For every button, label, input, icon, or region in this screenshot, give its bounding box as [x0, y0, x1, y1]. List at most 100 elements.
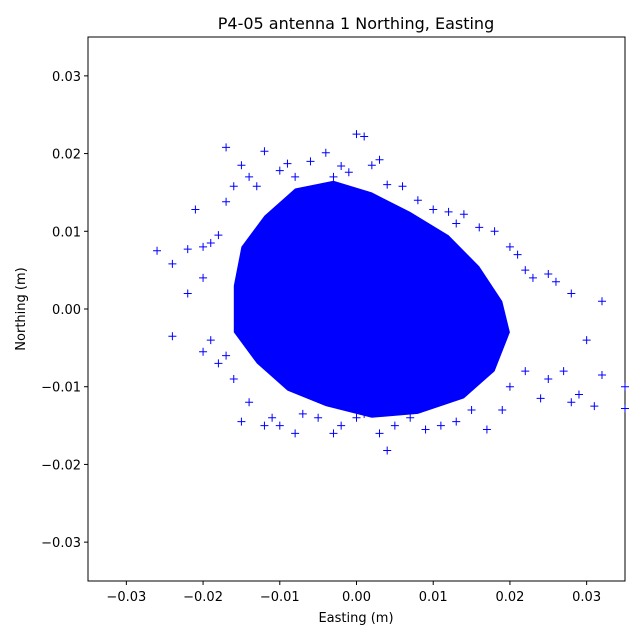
x-tick-label: 0.00 — [342, 590, 371, 605]
data-point — [360, 409, 369, 418]
data-point — [245, 172, 254, 181]
data-point — [237, 161, 246, 170]
data-point — [621, 404, 629, 413]
data-point — [298, 409, 307, 418]
point-cloud-core — [233, 180, 510, 418]
data-point — [444, 207, 453, 216]
x-tick-label: 0.03 — [572, 590, 601, 605]
data-point — [467, 406, 476, 415]
data-point — [459, 210, 468, 219]
data-point — [590, 402, 599, 411]
data-point — [199, 273, 208, 282]
data-point — [352, 413, 361, 422]
data-point — [268, 413, 277, 422]
y-tick-label: −0.01 — [41, 381, 81, 396]
data-point — [337, 421, 346, 430]
data-point — [621, 382, 629, 391]
data-point — [383, 446, 392, 455]
data-point — [544, 374, 553, 383]
data-point — [283, 159, 292, 168]
data-point — [521, 266, 530, 275]
data-point — [291, 172, 300, 181]
data-point — [482, 425, 491, 434]
data-point — [314, 413, 323, 422]
data-point — [421, 425, 430, 434]
chart-title: P4-05 antenna 1 Northing, Easting — [218, 14, 494, 33]
data-point — [498, 406, 507, 415]
data-point — [429, 205, 438, 214]
data-point — [505, 242, 514, 251]
x-tick-label: 0.01 — [419, 590, 448, 605]
data-point — [452, 417, 461, 426]
data-point — [222, 351, 231, 360]
data-point — [375, 155, 384, 164]
data-point — [567, 289, 576, 298]
data-point — [551, 277, 560, 286]
data-point — [567, 398, 576, 407]
data-point — [559, 367, 568, 376]
data-point — [344, 168, 353, 177]
data-point — [222, 143, 231, 152]
data-point — [513, 250, 522, 259]
data-point — [168, 259, 177, 268]
data-point — [398, 182, 407, 191]
data-point — [337, 162, 346, 171]
data-point — [352, 130, 361, 139]
data-point — [260, 421, 269, 430]
data-point — [375, 429, 384, 438]
axis-ticks: −0.03 −0.02 −0.01 0.00 0.01 0.02 0.03 −0.03 −0.0… — [41, 70, 601, 605]
data-point — [306, 157, 315, 166]
data-point — [229, 374, 238, 383]
data-point — [321, 148, 330, 157]
data-point — [199, 347, 208, 356]
data-point — [275, 421, 284, 430]
data-point — [544, 270, 553, 279]
data-point — [452, 219, 461, 228]
data-point — [521, 367, 530, 376]
data-point — [183, 245, 192, 254]
data-point — [153, 246, 162, 255]
data-point — [329, 172, 338, 181]
data-point — [383, 180, 392, 189]
data-point — [360, 132, 369, 141]
data-point — [329, 429, 338, 438]
data-point — [260, 147, 269, 156]
x-tick-label: −0.03 — [106, 590, 146, 605]
data-points — [153, 130, 629, 455]
y-tick-label: −0.02 — [41, 458, 81, 473]
data-point — [206, 336, 215, 345]
data-point — [275, 166, 284, 175]
data-point — [436, 421, 445, 430]
data-point — [597, 371, 606, 380]
y-tick-label: 0.00 — [52, 303, 81, 318]
data-point — [528, 273, 537, 282]
data-point — [597, 297, 606, 306]
data-point — [168, 332, 177, 341]
data-point — [214, 231, 223, 240]
dense-point-cloud — [233, 180, 510, 418]
data-point — [475, 223, 484, 232]
y-tick-label: 0.02 — [52, 148, 81, 163]
data-point — [245, 398, 254, 407]
data-point — [214, 359, 223, 368]
x-tick-label: −0.02 — [183, 590, 223, 605]
data-point — [237, 417, 246, 426]
x-tick-label: −0.01 — [260, 590, 300, 605]
x-tick-label: 0.02 — [495, 590, 524, 605]
y-tick-label: 0.03 — [52, 70, 81, 85]
y-axis-label: Northing (m) — [14, 267, 29, 350]
data-point — [582, 336, 591, 345]
data-point — [191, 205, 200, 214]
data-point — [229, 182, 238, 191]
data-point — [536, 394, 545, 403]
data-point — [406, 413, 415, 422]
y-tick-label: −0.03 — [41, 536, 81, 551]
x-axis-label: Easting (m) — [318, 611, 393, 626]
data-point — [183, 289, 192, 298]
data-point — [390, 421, 399, 430]
data-point — [222, 197, 231, 206]
data-point — [505, 382, 514, 391]
data-point — [252, 182, 261, 191]
data-point — [490, 227, 499, 236]
